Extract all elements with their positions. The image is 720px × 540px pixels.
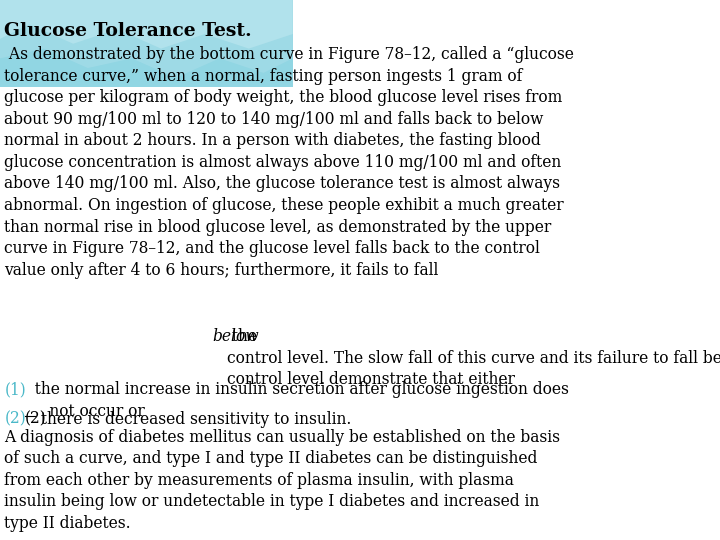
Text: A diagnosis of diabetes mellitus can usually be established on the basis
of such: A diagnosis of diabetes mellitus can usu… bbox=[4, 429, 560, 532]
Polygon shape bbox=[0, 0, 293, 78]
Text: the
control level. The slow fall of this curve and its failure to fall below the: the control level. The slow fall of this… bbox=[228, 328, 720, 388]
Text: (2): (2) bbox=[4, 410, 26, 428]
Text: As demonstrated by the bottom curve in Figure 78–12, called a “glucose
tolerance: As demonstrated by the bottom curve in F… bbox=[4, 46, 575, 279]
Text: (2): (2) bbox=[25, 410, 47, 428]
Text: the normal increase in insulin secretion after glucose ingestion does
     not o: the normal increase in insulin secretion… bbox=[25, 381, 569, 420]
Text: below: below bbox=[212, 328, 259, 345]
FancyBboxPatch shape bbox=[0, 0, 293, 87]
Text: (1): (1) bbox=[4, 381, 26, 399]
Text: Glucose Tolerance Test.: Glucose Tolerance Test. bbox=[4, 22, 252, 40]
Text: there is decreased sensitivity to insulin.: there is decreased sensitivity to insuli… bbox=[36, 410, 351, 428]
Polygon shape bbox=[0, 0, 293, 49]
